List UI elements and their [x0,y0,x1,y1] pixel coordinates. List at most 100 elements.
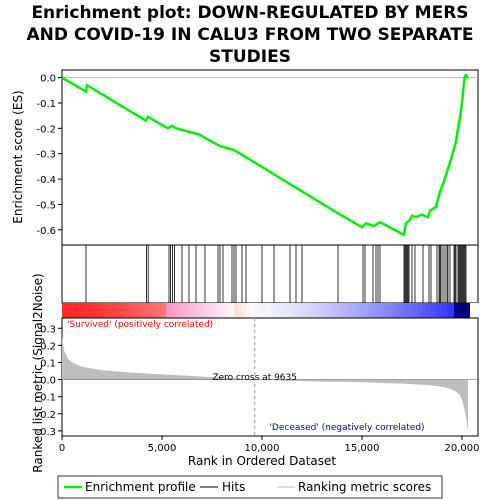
zero-cross-label: Zero cross at 9635 [212,373,297,383]
color-bar-segment [218,303,223,318]
color-bar-segment [194,303,199,318]
color-bar-segment [290,303,295,318]
color-bar-segment [338,303,343,318]
color-bar-segment [386,303,391,318]
enrichment-profile-line [61,73,469,237]
color-bar-segment [390,303,395,318]
es-y-tick-label: -0.5 [36,200,56,211]
color-bar-segment [118,303,123,318]
color-bar-segment [170,303,175,318]
color-bar-segment [278,303,283,318]
color-bar-segment [462,303,467,318]
color-bar-segment [126,303,131,318]
color-bar-segment [438,303,443,318]
color-bar-segment [310,303,315,318]
color-bar-segment [262,303,267,318]
rank-color-bar [62,303,479,318]
color-bar-segment [410,303,415,318]
metric-y-tick-label: 0.1 [40,358,56,369]
color-bar-segment [210,303,215,318]
color-bar-segment [198,303,203,318]
color-bar-segment [266,303,271,318]
es-y-tick-label: -0.2 [36,124,56,135]
color-bar-segment [454,303,459,318]
color-bar-segment [402,303,407,318]
color-bar-segment [146,303,151,318]
color-bar-segment [374,303,379,318]
x-axis-ticks: 0 5,000 10,000 15,000 20,000 [59,436,480,454]
metric-y-tick-label: 0.0 [40,376,56,387]
color-bar-segment [470,303,475,318]
color-bar-segment [358,303,363,318]
color-bar-segment [426,303,431,318]
color-bar-segment [306,303,311,318]
metric-y-axis-label: Ranked list metric (Signal2Noise) [31,273,45,472]
color-bar-segment [138,303,143,318]
color-bar-segment [274,303,279,318]
color-bar-segment [350,303,355,318]
color-bar-segment [406,303,411,318]
es-y-tick-label: -0.6 [36,226,56,237]
x-tick-label: 15,000 [345,443,380,454]
color-bar-segment [326,303,331,318]
color-bar-segment [214,303,219,318]
color-bar-segment [190,303,195,318]
es-y-axis-ticks: 0.0 -0.1 -0.2 -0.3 -0.4 -0.5 -0.6 [36,74,62,237]
color-bar-segment [422,303,427,318]
color-bar-segment [370,303,375,318]
color-bar-segment [166,303,171,318]
color-bar-segment [254,303,259,318]
color-bar-segment [174,303,179,318]
color-bar-segment [434,303,439,318]
x-tick-label: 10,000 [245,443,280,454]
color-bar-segment [330,303,335,318]
color-bar-segment [282,303,287,318]
color-bar-segment [346,303,351,318]
color-bar-segment [230,303,235,318]
color-bar-segment [430,303,435,318]
color-bar-segment [294,303,299,318]
color-bar-segment [98,303,103,318]
metric-y-tick-label: -0.3 [36,427,56,438]
color-bar-segment [450,303,455,318]
color-bar-segment [102,303,107,318]
color-bar-segment [226,303,231,318]
color-bar-segment [90,303,95,318]
color-bar-segment [134,303,139,318]
color-bar-segment [382,303,387,318]
color-bar-segment [334,303,339,318]
hits-panel [61,244,479,304]
es-y-tick-label: -0.3 [36,150,56,161]
legend-metric-label: Ranking metric scores [298,480,431,494]
color-bar-segment [286,303,291,318]
color-bar-segment [86,303,91,318]
es-y-axis-label: Enrichment score (ES) [11,90,25,223]
color-bar-segment [238,303,243,318]
color-bar-segment [414,303,419,318]
color-bar-segment [234,303,239,318]
metric-y-tick-label: 0.3 [40,324,56,335]
es-y-tick-label: -0.1 [36,99,56,110]
color-bar-segment [222,303,227,318]
color-bar-segment [106,303,111,318]
color-bar-segment [78,303,83,318]
chart-title-line-3: STUDIES [209,47,291,67]
color-bar-segment [94,303,99,318]
color-bar-segment [342,303,347,318]
color-bar-segment [130,303,135,318]
color-bar-segment [178,303,183,318]
es-y-tick-label: -0.4 [36,175,56,186]
color-bar-segment [150,303,155,318]
color-bar-segment [66,303,71,318]
metric-y-tick-label: -0.1 [36,393,56,404]
color-bar-segment [242,303,247,318]
color-bar-segment [110,303,115,318]
color-bar-segment [70,303,75,318]
metric-y-tick-label: -0.2 [36,410,56,421]
color-bar-segment [82,303,87,318]
color-bar-segment [466,303,471,318]
x-tick-label: 20,000 [445,443,480,454]
legend-profile-label: Enrichment profile [85,480,196,494]
color-bar-segment [202,303,207,318]
color-bar-segment [354,303,359,318]
